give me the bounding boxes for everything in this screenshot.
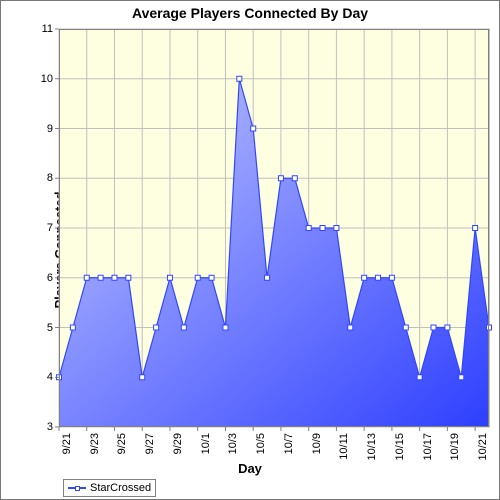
legend: StarCrossed [63,479,156,497]
series-marker [84,275,89,280]
series-marker [459,375,464,380]
chart-container: Average Players Connected By Day Players… [0,0,500,500]
series-marker [237,76,242,81]
series-marker [112,275,117,280]
series-marker [195,275,200,280]
y-tick-label: 7 [47,222,53,234]
series-marker [278,176,283,181]
series-marker [362,275,367,280]
series-marker [140,375,145,380]
legend-marker-icon [75,486,80,491]
y-tick-label: 11 [42,23,53,35]
y-tick-label: 10 [41,73,53,85]
series-marker [126,275,131,280]
y-tick-label: 3 [47,421,53,433]
series-marker [445,325,450,330]
series-marker [389,275,394,280]
series-marker [251,126,256,131]
series-marker [209,275,214,280]
y-tick-label: 5 [47,322,53,334]
series-marker [292,176,297,181]
y-tick-label: 9 [47,123,53,135]
series-marker [348,325,353,330]
series-marker [473,226,478,231]
series-marker [70,325,75,330]
series-marker [320,226,325,231]
series-marker [376,275,381,280]
series-marker [306,226,311,231]
y-tick-label: 4 [47,371,53,383]
legend-swatch [68,483,86,493]
series-marker [403,325,408,330]
chart-title: Average Players Connected By Day [1,5,499,21]
x-axis-label: Day [1,461,499,476]
series-marker [417,375,422,380]
series-marker [334,226,339,231]
y-tick-label: 6 [47,272,53,284]
series-marker [167,275,172,280]
series-marker [154,325,159,330]
series-marker [223,325,228,330]
series-marker [181,325,186,330]
plot-area [59,29,489,427]
legend-series-label: StarCrossed [90,482,151,494]
series-marker [265,275,270,280]
series-marker [431,325,436,330]
series-marker [98,275,103,280]
y-tick-label: 8 [47,172,53,184]
